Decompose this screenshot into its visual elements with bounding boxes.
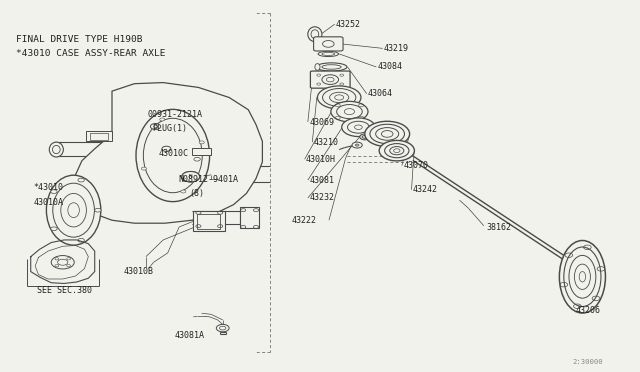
Circle shape [352, 142, 362, 148]
Text: 43010A: 43010A [33, 198, 63, 207]
Text: 43232: 43232 [309, 193, 334, 202]
Bar [197, 214, 220, 229]
Circle shape [150, 124, 161, 129]
Ellipse shape [559, 241, 605, 313]
Text: N08912-9401A: N08912-9401A [178, 175, 238, 184]
Text: 38162: 38162 [486, 223, 511, 232]
Bar [193, 211, 225, 231]
Text: 43081A: 43081A [175, 331, 205, 340]
Ellipse shape [308, 27, 322, 42]
Circle shape [51, 227, 57, 231]
Circle shape [160, 118, 165, 121]
Text: 43064: 43064 [368, 89, 393, 98]
Text: 43010B: 43010B [124, 267, 154, 276]
Text: 43069: 43069 [309, 118, 334, 126]
Text: 43010C: 43010C [159, 149, 189, 158]
Circle shape [78, 178, 84, 182]
Ellipse shape [342, 118, 375, 137]
Text: SEE SEC.380: SEE SEC.380 [37, 286, 92, 295]
Ellipse shape [315, 64, 320, 70]
FancyBboxPatch shape [314, 37, 343, 51]
Bar [192, 148, 211, 155]
Ellipse shape [379, 141, 415, 161]
Text: 00931-2121A: 00931-2121A [147, 110, 202, 119]
Ellipse shape [49, 142, 63, 157]
Ellipse shape [318, 51, 339, 57]
Text: 43206: 43206 [576, 306, 601, 315]
Circle shape [182, 171, 200, 182]
Circle shape [216, 324, 229, 332]
Bar [86, 131, 112, 141]
Text: 43010H: 43010H [306, 155, 336, 164]
Circle shape [182, 171, 200, 182]
Circle shape [78, 238, 84, 242]
Text: PLUG(1): PLUG(1) [152, 124, 188, 133]
Ellipse shape [47, 175, 101, 245]
Ellipse shape [317, 86, 361, 109]
Text: 43081: 43081 [309, 176, 334, 185]
Ellipse shape [136, 109, 210, 202]
Bar [90, 133, 108, 140]
Circle shape [199, 141, 204, 144]
Text: 43070: 43070 [403, 161, 428, 170]
Circle shape [141, 167, 147, 170]
Text: 43222: 43222 [292, 216, 317, 225]
Text: FINAL DRIVE TYPE H190B: FINAL DRIVE TYPE H190B [16, 35, 143, 44]
Text: *43010 CASE ASSY-REAR AXLE: *43010 CASE ASSY-REAR AXLE [16, 49, 166, 58]
Circle shape [162, 146, 171, 151]
Circle shape [51, 190, 57, 193]
Text: 2:30000: 2:30000 [573, 359, 604, 365]
Circle shape [355, 144, 359, 146]
Ellipse shape [331, 102, 368, 122]
Ellipse shape [365, 121, 410, 147]
Text: 43242: 43242 [413, 185, 438, 194]
Ellipse shape [316, 63, 347, 71]
Text: N: N [189, 174, 193, 179]
Ellipse shape [360, 134, 370, 140]
Circle shape [180, 190, 186, 193]
Circle shape [51, 256, 74, 269]
Text: 43084: 43084 [378, 62, 403, 71]
Text: 43219: 43219 [384, 44, 409, 53]
Circle shape [95, 208, 101, 212]
PathPatch shape [76, 83, 262, 223]
Text: *43010: *43010 [33, 183, 63, 192]
FancyBboxPatch shape [310, 71, 350, 88]
Text: 43210: 43210 [314, 138, 339, 147]
Bar [240, 207, 259, 228]
Text: 43252: 43252 [336, 20, 361, 29]
Text: (8): (8) [189, 189, 204, 198]
